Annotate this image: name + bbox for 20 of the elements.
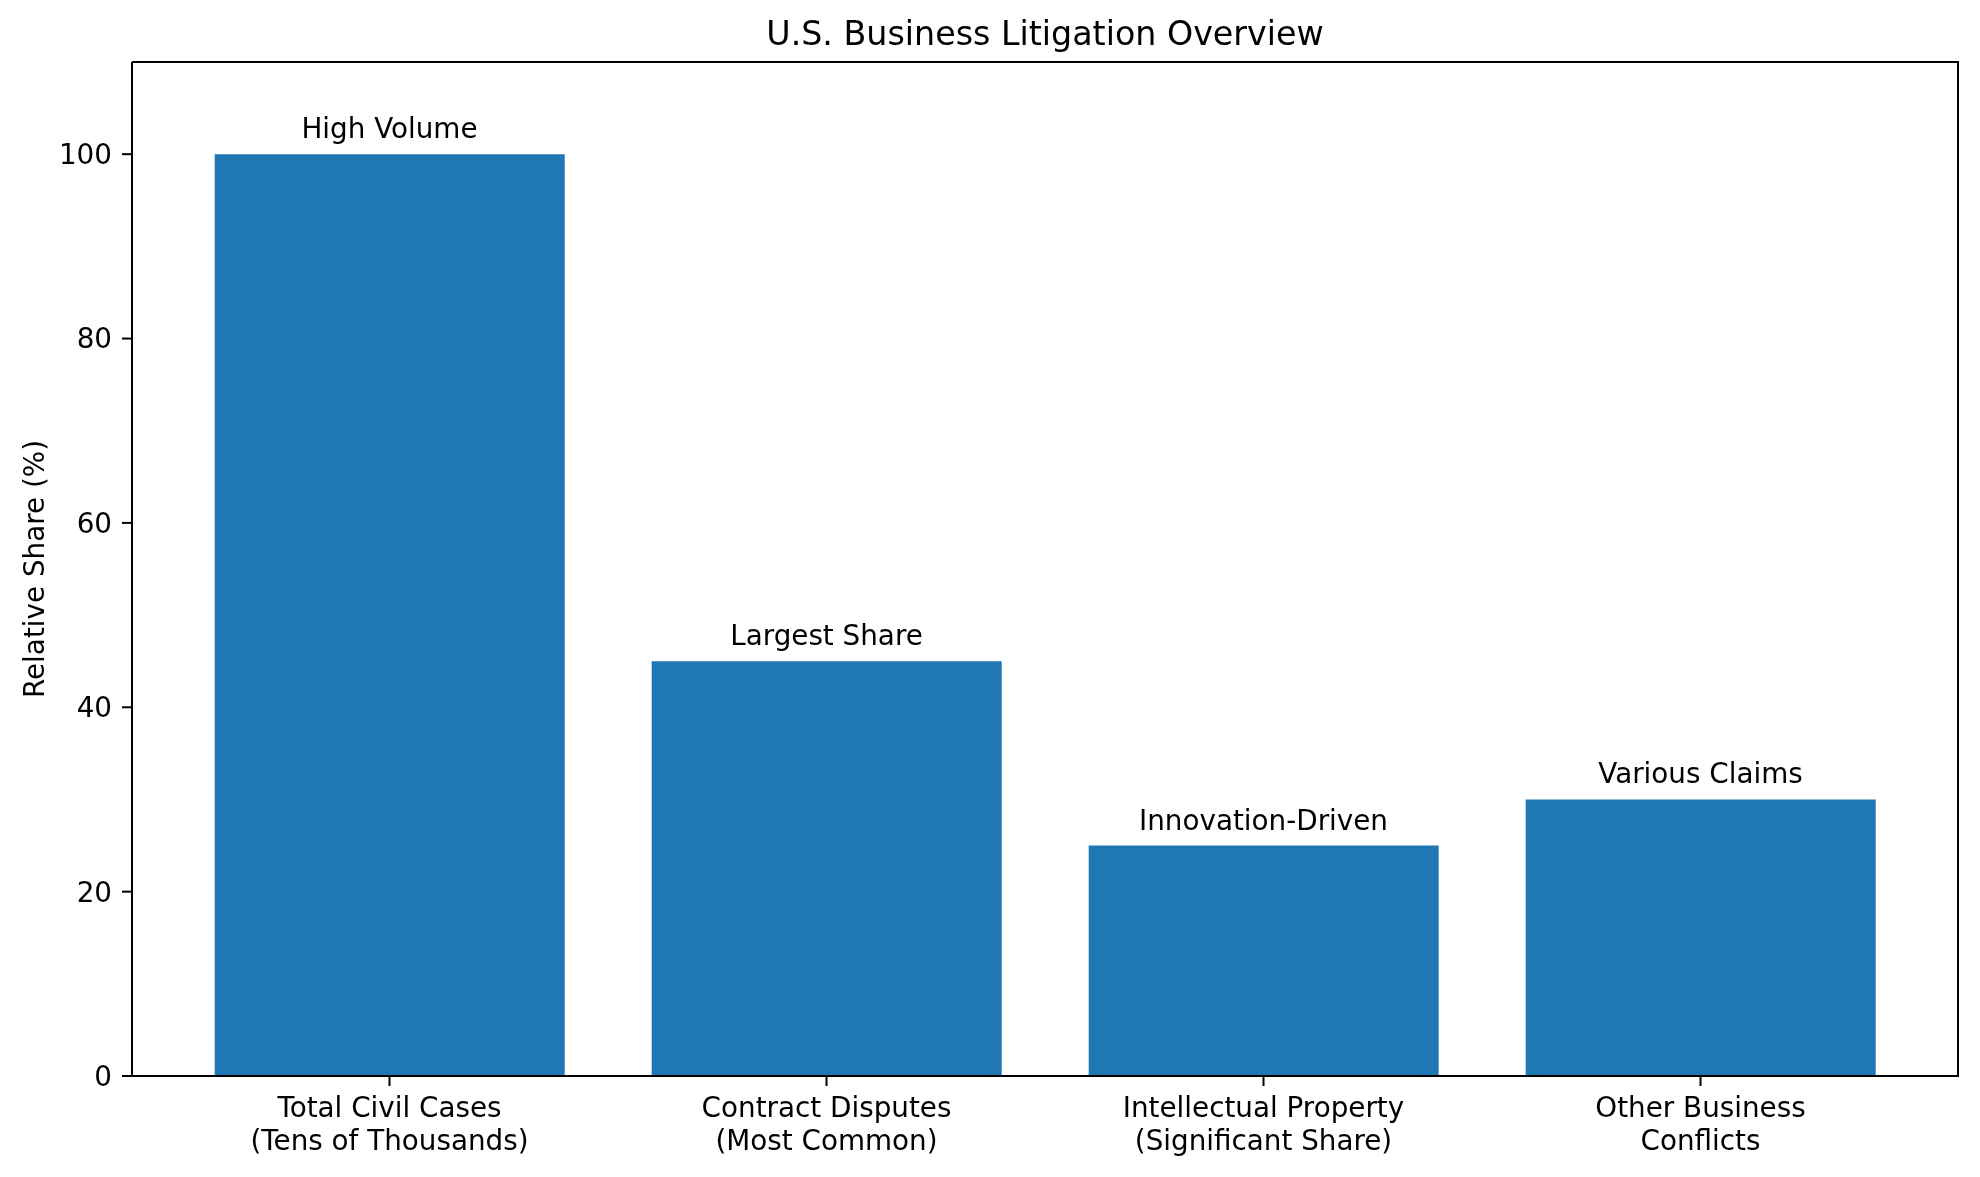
y-tick-label: 60 bbox=[76, 506, 112, 540]
x-tick-label: Total Civil Cases (Tens of Thousands) bbox=[250, 1091, 529, 1158]
y-tick-label: 80 bbox=[76, 322, 112, 356]
bar bbox=[214, 154, 565, 1076]
bar bbox=[1525, 799, 1876, 1076]
y-tick-label: 0 bbox=[94, 1059, 112, 1093]
x-tick-label: Intellectual Property (Significant Share) bbox=[1122, 1091, 1405, 1158]
annotation: Largest Share bbox=[730, 619, 923, 653]
bar bbox=[651, 661, 1002, 1076]
y-tick-label: 40 bbox=[76, 691, 112, 725]
y-tick-label: 100 bbox=[58, 138, 112, 172]
annotation: Various Claims bbox=[1598, 757, 1803, 791]
annotation: High Volume bbox=[301, 112, 478, 146]
x-tick-label: Other Business Conflicts bbox=[1595, 1091, 1806, 1158]
chart-title: U.S. Business Litigation Overview bbox=[765, 14, 1325, 54]
x-tick-label: Contract Disputes (Most Common) bbox=[701, 1091, 952, 1158]
y-tick-label: 20 bbox=[76, 875, 112, 909]
bar bbox=[1088, 845, 1439, 1076]
annotation: Innovation-Driven bbox=[1139, 803, 1388, 837]
y-axis-title: Relative Share (%) bbox=[17, 439, 51, 699]
